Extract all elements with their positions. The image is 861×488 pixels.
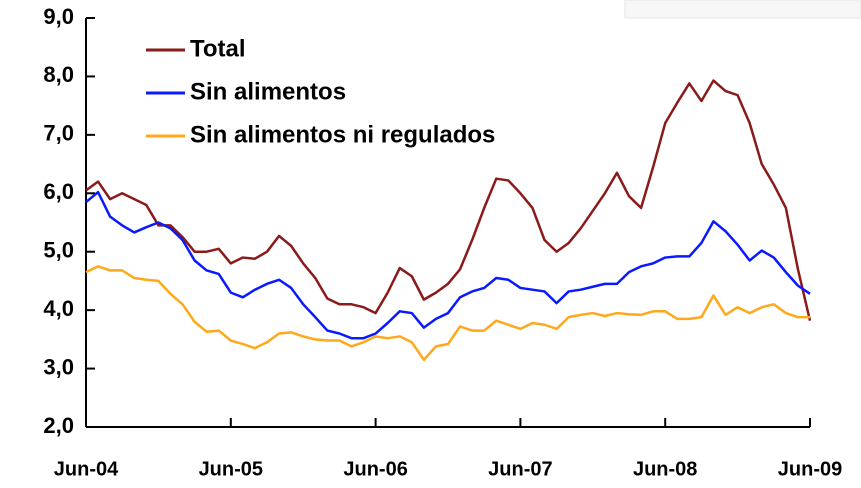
legend-label: Total [190, 35, 246, 62]
y-tick-label: 2,0 [43, 413, 74, 438]
line-series [85, 265, 810, 362]
legend-label: Sin alimentos [190, 78, 346, 105]
y-tick-label: 4,0 [43, 296, 74, 321]
x-tick-label: Jun-04 [54, 458, 119, 480]
legend-label: Sin alimentos ni regulados [190, 121, 495, 148]
y-tick-label: 6,0 [43, 179, 74, 204]
y-tick-label: 7,0 [43, 121, 74, 146]
x-tick-label: Jun-05 [199, 458, 263, 480]
y-tick-label: 9,0 [43, 4, 74, 29]
x-tick-label: Jun-06 [343, 458, 407, 480]
y-tick-label: 5,0 [43, 238, 74, 263]
x-tick-label: Jun-07 [488, 458, 552, 480]
x-tick-label: Jun-08 [633, 458, 697, 480]
background-panel [624, 0, 861, 19]
line-series [85, 79, 812, 321]
line-series [85, 190, 811, 340]
x-tick-label: Jun-09 [778, 458, 842, 480]
y-tick-label: 8,0 [43, 62, 74, 87]
y-tick-label: 3,0 [43, 354, 74, 379]
